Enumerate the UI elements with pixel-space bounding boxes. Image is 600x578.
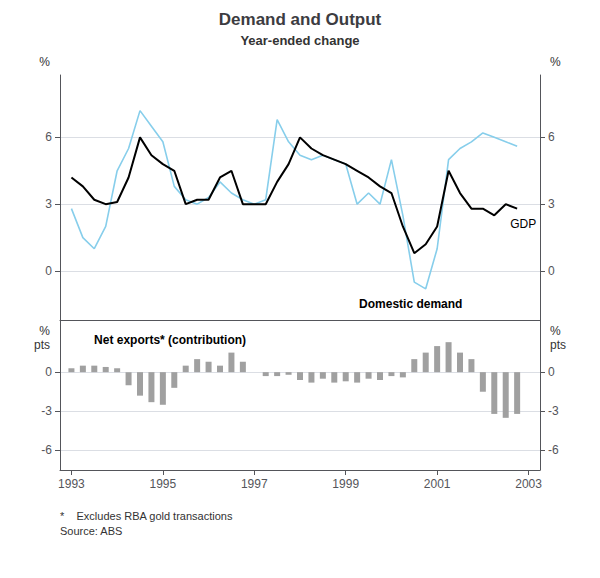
svg-text:0: 0 (548, 264, 555, 278)
svg-text:* Excludes RBA gold transac: * Excludes RBA gold transactions (60, 510, 233, 522)
svg-text:1993: 1993 (58, 477, 85, 491)
svg-text:6: 6 (45, 130, 52, 144)
svg-text:0: 0 (548, 365, 555, 379)
svg-text:-3: -3 (548, 404, 559, 418)
svg-text:Domestic demand: Domestic demand (359, 297, 462, 311)
svg-text:0: 0 (45, 264, 52, 278)
svg-text:6: 6 (548, 130, 555, 144)
svg-text:-3: -3 (41, 404, 52, 418)
svg-text:Source: ABS: Source: ABS (60, 525, 122, 537)
svg-text:1997: 1997 (241, 477, 268, 491)
svg-text:%: % (550, 324, 561, 338)
svg-text:Net exports* (contribution): Net exports* (contribution) (94, 333, 246, 347)
svg-text:3: 3 (548, 197, 555, 211)
svg-text:pts: pts (34, 338, 50, 352)
svg-text:%: % (39, 55, 50, 69)
svg-text:%: % (550, 55, 561, 69)
svg-text:1999: 1999 (332, 477, 359, 491)
svg-text:Demand and Output: Demand and Output (219, 10, 382, 29)
svg-text:3: 3 (45, 197, 52, 211)
svg-text:1995: 1995 (150, 477, 177, 491)
svg-text:GDP: GDP (510, 217, 536, 231)
svg-text:-6: -6 (41, 443, 52, 457)
svg-text:Year-ended change: Year-ended change (240, 33, 359, 48)
svg-text:2003: 2003 (515, 477, 542, 491)
svg-text:0: 0 (45, 365, 52, 379)
svg-text:-6: -6 (548, 443, 559, 457)
svg-text:pts: pts (550, 338, 566, 352)
svg-text:%: % (39, 324, 50, 338)
svg-text:2001: 2001 (424, 477, 451, 491)
